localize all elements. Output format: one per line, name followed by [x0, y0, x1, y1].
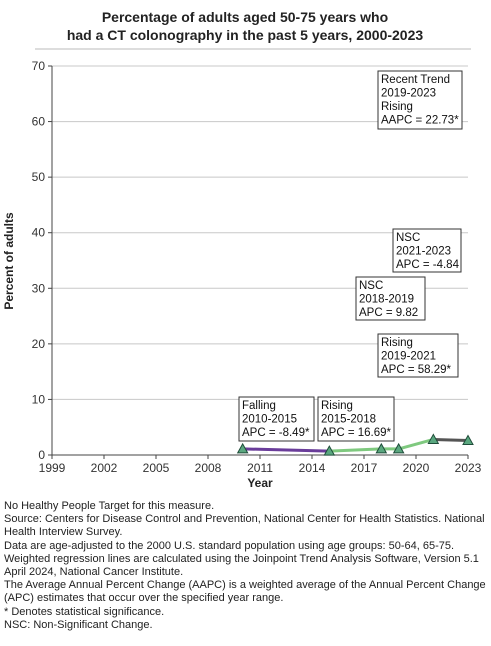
footnotes: No Healthy People Target for this measur…	[4, 500, 488, 632]
footnote: Weighted regression lines are calculated…	[4, 552, 479, 579]
annotation-line: APC = 9.82	[359, 307, 418, 319]
annotation-line: 2019-2021	[381, 351, 436, 363]
annotation-frame	[317, 396, 395, 442]
footnote: Source: Centers for Disease Control and …	[4, 513, 485, 539]
x-tick-label: 2023	[455, 461, 482, 475]
x-tick-label: 2002	[91, 461, 118, 475]
footnote: NSC: Non-Significant Change.	[4, 618, 153, 631]
footnote: Data are age-adjusted to the 2000 U.S. s…	[4, 539, 455, 552]
annotation-line: Rising	[381, 337, 413, 349]
data-point-triangle	[392, 442, 405, 454]
annotation-line: NSC	[396, 232, 420, 244]
data-point-triangle	[462, 434, 474, 446]
annotation-line: 2018-2019	[359, 294, 414, 306]
data-point-triangle	[236, 442, 249, 454]
annotation-line: APC = 16.69*	[321, 427, 392, 439]
chart: Percentage of adults aged 50-75 years wh…	[2, 9, 482, 490]
annotation-line: APC = -8.49*	[242, 427, 310, 439]
x-tick-label: 2005	[143, 461, 170, 475]
footnote: The Average Annual Percent Change (AAPC)…	[4, 579, 486, 605]
x-tick-label: 2011	[247, 461, 273, 475]
x-tick-label: 2014	[299, 461, 326, 475]
y-tick-label: 70	[32, 59, 46, 73]
annotation-line: APC = -4.84	[396, 259, 460, 271]
y-tick-label: 10	[32, 392, 46, 406]
trend-segment	[327, 447, 383, 453]
annotation-frame	[377, 333, 459, 378]
trend-segment	[241, 447, 331, 453]
annotation-line: Falling	[242, 400, 276, 412]
x-tick-label: 2008	[195, 461, 222, 475]
annotation-line: 2019-2023	[381, 88, 436, 100]
x-tick-label: 2017	[351, 461, 378, 475]
annotation-line: 2010-2015	[242, 414, 297, 426]
annotation-line: AAPC = 22.73*	[381, 115, 459, 127]
annotation-frame	[355, 276, 426, 321]
data-point-triangle	[323, 445, 336, 456]
chart-title-line-2: had a CT colonography in the past 5 year…	[67, 27, 424, 43]
x-tick-label: 2020	[403, 461, 430, 475]
annotation-line: NSC	[359, 280, 383, 292]
annotation-frame	[238, 396, 315, 442]
y-tick-label: 40	[32, 226, 46, 240]
tick-labels: 0 10 20 30 40 50 60 70 1999 2002 2005 2008 2011 2014 2…	[32, 59, 482, 475]
y-axis-label: Percent of adults	[2, 212, 16, 310]
trend-segment	[397, 437, 435, 451]
annotation-line: Rising	[381, 101, 413, 113]
data-point-triangle	[375, 442, 388, 454]
data-markers	[236, 433, 474, 456]
chart-title: Percentage of adults aged 50-75 years wh…	[67, 9, 424, 43]
axes	[48, 65, 469, 459]
annotation-frame	[392, 228, 462, 273]
data-point-triangle	[427, 433, 440, 444]
footnote: No Healthy People Target for this measur…	[4, 500, 215, 512]
annotation-line: APC = 58.29*	[381, 364, 452, 376]
y-tick-label: 60	[32, 115, 46, 129]
annotation-line: Recent Trend	[381, 74, 450, 86]
annotation-line: 2021-2023	[396, 246, 451, 258]
gridlines	[52, 65, 468, 400]
x-tick-label: 1999	[39, 461, 66, 475]
annotation-frame	[377, 70, 463, 130]
footnote: * Denotes statistical significance.	[4, 605, 165, 618]
chart-title-line-1: Percentage of adults aged 50-75 years wh…	[102, 9, 388, 25]
y-tick-label: 50	[32, 170, 46, 184]
y-tick-label: 20	[32, 337, 46, 351]
y-tick-label: 30	[32, 281, 46, 295]
trend-segment	[431, 437, 470, 443]
annotation-line: Rising	[321, 400, 353, 412]
x-axis-label: Year	[247, 476, 273, 490]
y-tick-label: 0	[38, 448, 45, 462]
annotation-line: 2015-2018	[321, 414, 376, 426]
